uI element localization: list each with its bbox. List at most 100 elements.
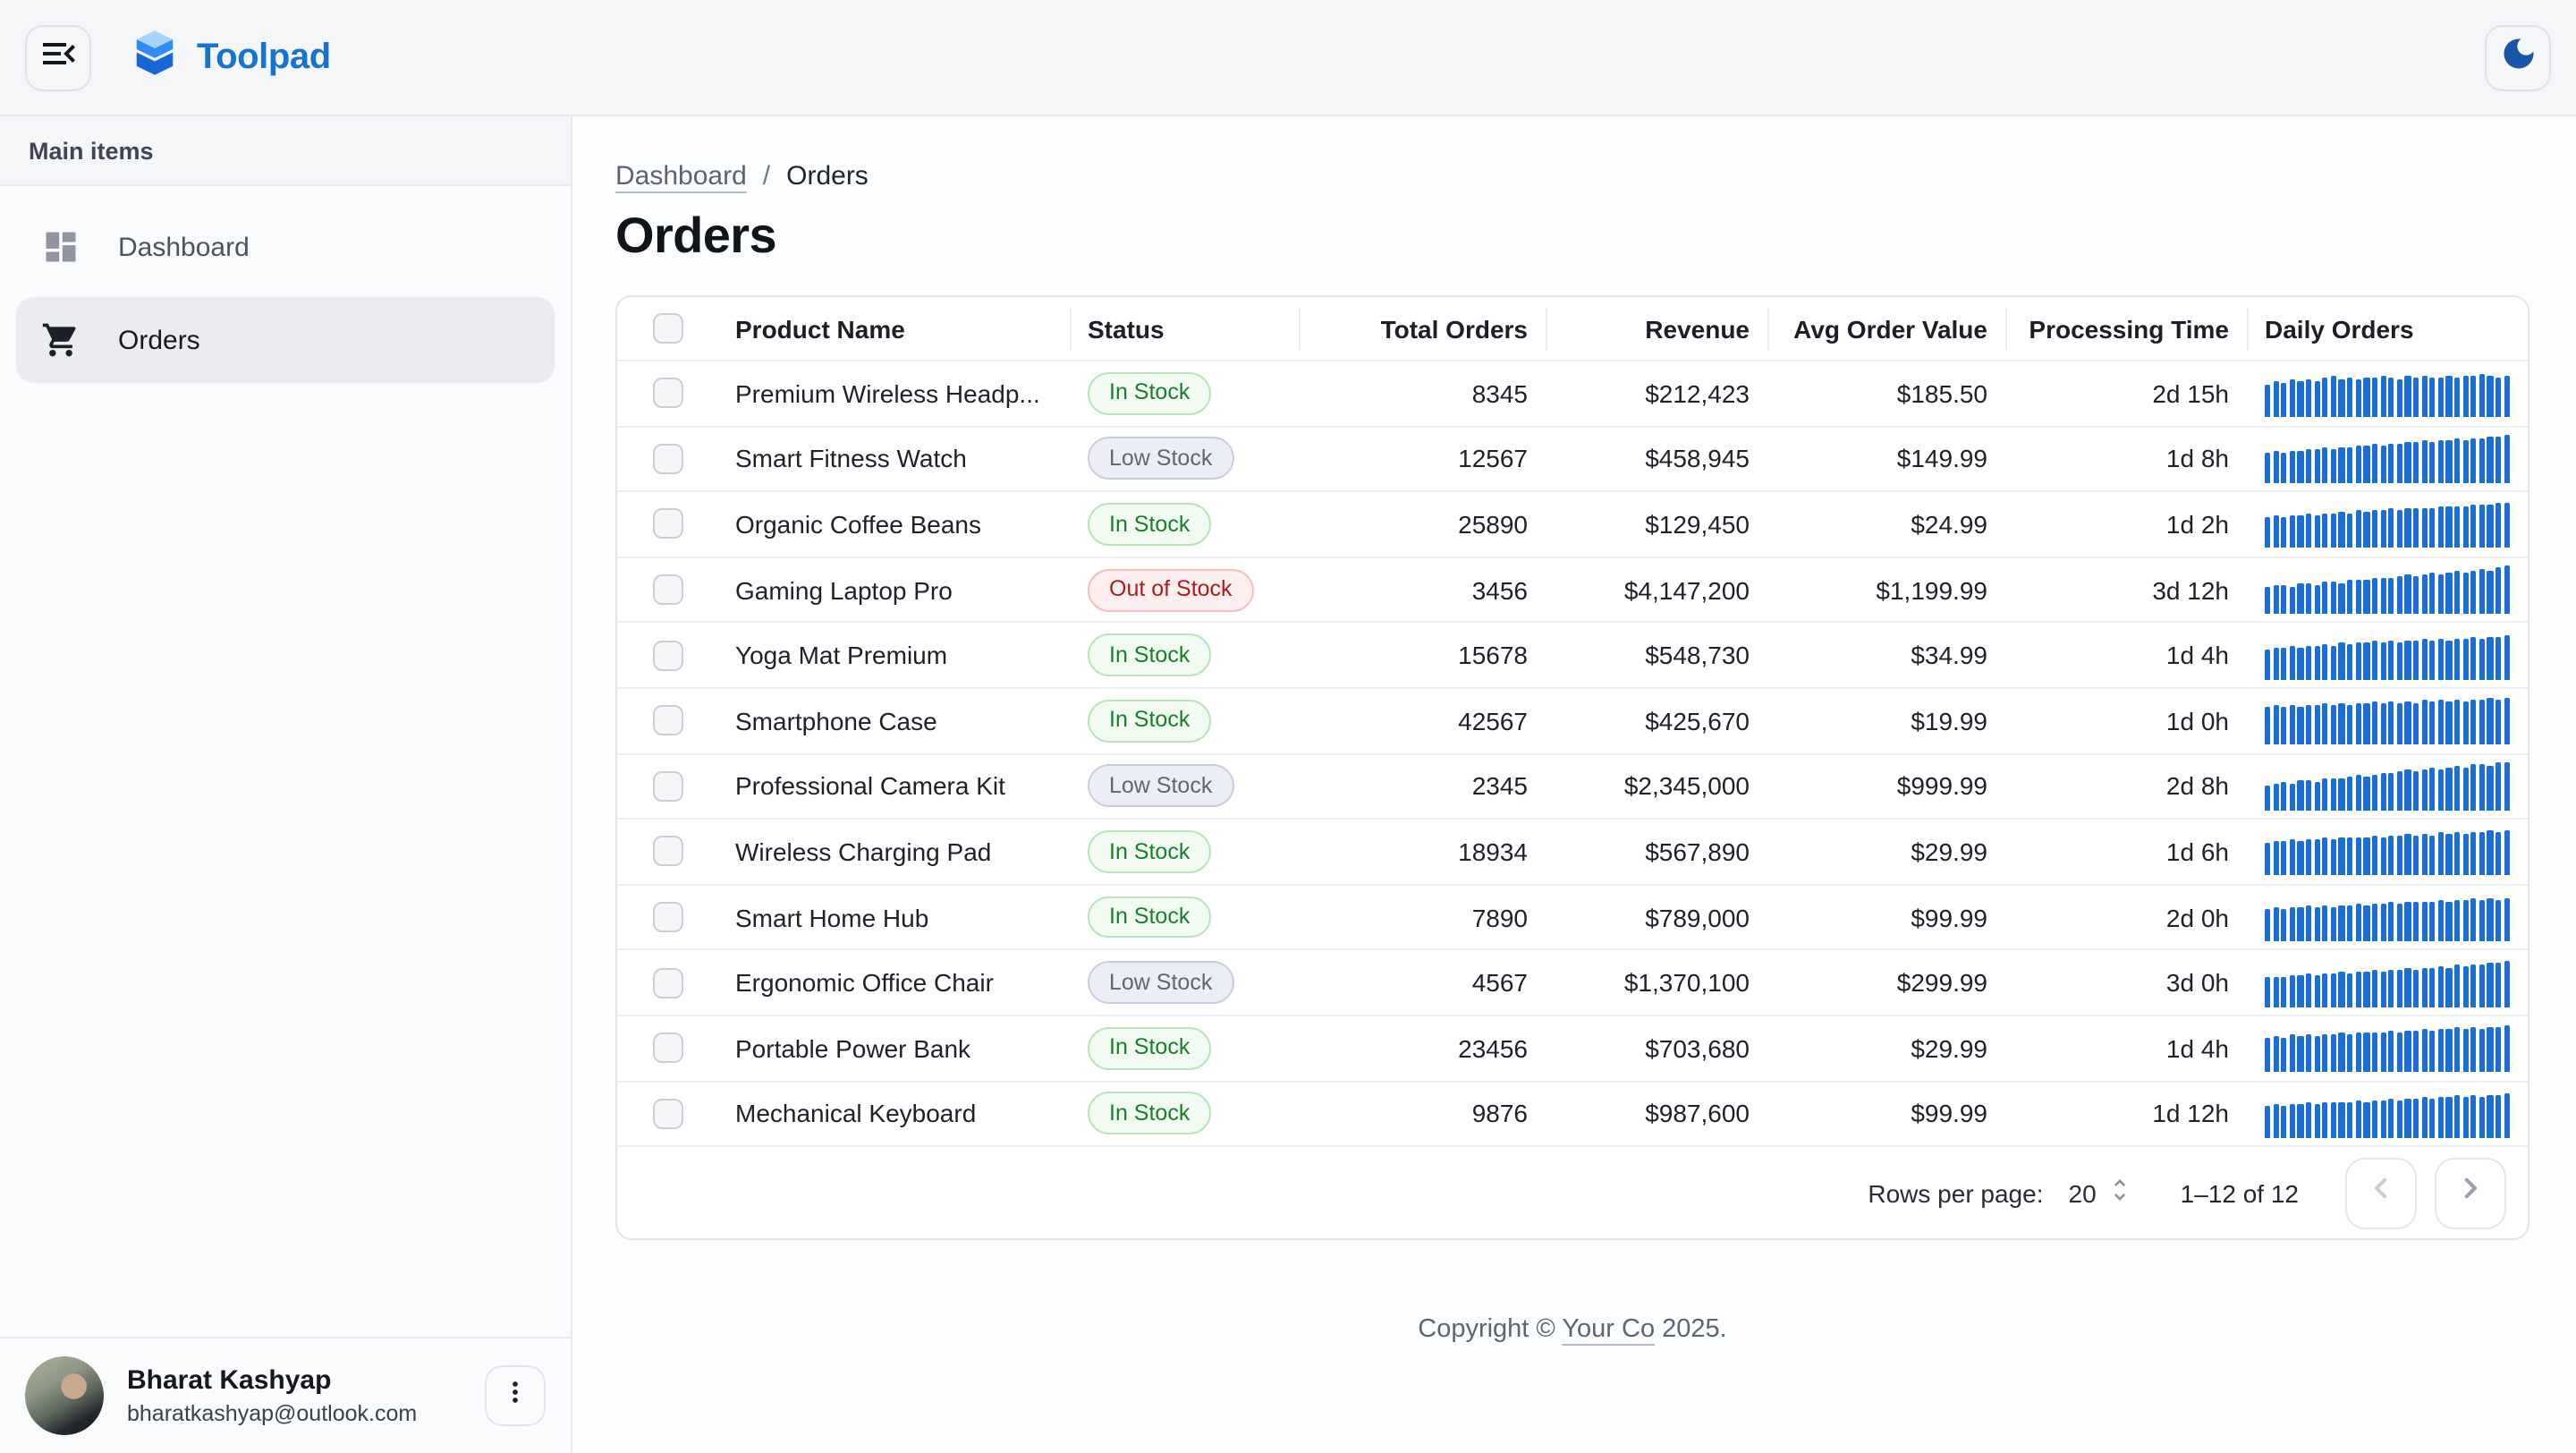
table-row: Mechanical Keyboard In Stock 9876 $987,600 $… xyxy=(617,1080,2528,1145)
daily-orders-sparkline xyxy=(2265,631,2510,680)
product-name-cell: Professional Camera Kit xyxy=(735,771,1005,801)
row-checkbox[interactable] xyxy=(652,443,682,474)
row-checkbox[interactable] xyxy=(652,967,682,998)
product-name-cell: Gaming Laptop Pro xyxy=(735,575,953,605)
rows-per-page-value: 20 xyxy=(2068,1178,2097,1208)
status-cell: Low Stock xyxy=(1070,961,1299,1005)
app-brand[interactable]: Toolpad xyxy=(131,29,331,86)
pager-buttons xyxy=(2345,1157,2506,1229)
row-checkbox[interactable] xyxy=(652,574,682,606)
daily-orders-sparkline xyxy=(2265,958,2510,1007)
sidebar-item-dashboard[interactable]: Dashboard xyxy=(16,204,555,290)
row-checkbox-cell xyxy=(617,574,717,606)
theme-toggle-button[interactable] xyxy=(2485,24,2551,90)
table-row: Yoga Mat Premium In Stock 15678 $548,730 $34… xyxy=(617,621,2528,687)
daily-orders-sparkline xyxy=(2265,893,2510,942)
row-checkbox[interactable] xyxy=(652,640,682,671)
table-row: Ergonomic Office Chair Low Stock 4567 $1,37… xyxy=(617,948,2528,1015)
moon-icon xyxy=(2498,33,2538,81)
page-title: Orders xyxy=(615,208,777,263)
daily-orders-sparkline xyxy=(2265,828,2510,876)
column-header-avg-order-value[interactable]: Avg Order Value xyxy=(1767,307,2005,350)
breadcrumb-current: Orders xyxy=(786,161,869,191)
daily-orders-sparkline xyxy=(2265,697,2510,745)
table-row: Portable Power Bank In Stock 23456 $703,680… xyxy=(617,1014,2528,1080)
row-checkbox[interactable] xyxy=(652,378,682,409)
status-badge: In Stock xyxy=(1088,1092,1212,1135)
row-checkbox[interactable] xyxy=(652,770,682,802)
total-orders-cell: 42567 xyxy=(1458,706,1528,735)
row-checkbox-cell xyxy=(617,443,717,474)
row-checkbox[interactable] xyxy=(652,902,682,933)
avg-order-value-cell: $29.99 xyxy=(1911,837,1987,866)
processing-time-cell: 1d 8h xyxy=(2165,444,2229,473)
status-cell: In Stock xyxy=(1070,503,1299,546)
avg-order-value-cell: $1,199.99 xyxy=(1876,575,1987,605)
menu-toggle-button[interactable] xyxy=(25,24,91,90)
status-badge: In Stock xyxy=(1088,503,1212,546)
total-orders-cell: 12567 xyxy=(1458,444,1528,473)
revenue-cell: $458,945 xyxy=(1645,444,1750,473)
revenue-cell: $4,147,200 xyxy=(1623,575,1750,605)
avg-order-value-cell: $999.99 xyxy=(1896,771,1987,801)
column-header-daily-orders[interactable]: Daily Orders xyxy=(2247,307,2528,350)
select-all-checkbox[interactable] xyxy=(652,313,682,344)
row-checkbox[interactable] xyxy=(652,508,682,540)
product-name-cell: Mechanical Keyboard xyxy=(735,1099,977,1128)
breadcrumb: Dashboard / Orders xyxy=(615,161,2529,191)
row-checkbox[interactable] xyxy=(652,1098,682,1129)
revenue-cell: $548,730 xyxy=(1645,641,1750,670)
avg-order-value-cell: $299.99 xyxy=(1896,968,1987,998)
product-name-cell: Yoga Mat Premium xyxy=(735,641,948,670)
rows-per-page-label: Rows per page: xyxy=(1868,1178,2044,1208)
processing-time-cell: 1d 12h xyxy=(2152,1099,2229,1128)
dashboard-grid-icon xyxy=(39,225,82,268)
total-orders-cell: 2345 xyxy=(1471,771,1528,801)
previous-page-button[interactable] xyxy=(2345,1157,2417,1229)
row-checkbox-cell xyxy=(617,836,717,867)
total-orders-cell: 18934 xyxy=(1458,837,1528,866)
column-header-total-orders[interactable]: Total Orders xyxy=(1299,307,1546,350)
user-account-section: Bharat Kashyap bharatkashyap@outlook.com xyxy=(0,1337,571,1453)
row-checkbox[interactable] xyxy=(652,1032,682,1064)
row-checkbox[interactable] xyxy=(652,836,682,867)
sidebar-section-label: Main items xyxy=(29,137,154,164)
sidebar-nav: Dashboard Orders xyxy=(0,186,571,1337)
product-name-cell: Portable Power Bank xyxy=(735,1033,971,1063)
breadcrumb-link-dashboard[interactable]: Dashboard xyxy=(615,161,747,191)
user-menu-button[interactable] xyxy=(485,1365,546,1426)
kebab-menu-icon xyxy=(499,1375,531,1416)
processing-time-cell: 2d 8h xyxy=(2165,771,2229,801)
header-checkbox-cell xyxy=(617,313,717,344)
column-header-processing-time[interactable]: Processing Time xyxy=(2005,307,2247,350)
column-header-revenue[interactable]: Revenue xyxy=(1546,307,1767,350)
status-badge: In Stock xyxy=(1088,633,1212,677)
daily-orders-cell xyxy=(2247,631,2528,680)
status-badge: In Stock xyxy=(1088,699,1212,743)
revenue-cell: $425,670 xyxy=(1645,706,1750,735)
shopping-cart-icon xyxy=(39,319,82,361)
product-name-cell: Smartphone Case xyxy=(735,706,937,735)
total-orders-cell: 9876 xyxy=(1471,1099,1528,1128)
daily-orders-cell xyxy=(2247,828,2528,876)
next-page-button[interactable] xyxy=(2435,1157,2506,1229)
total-orders-cell: 15678 xyxy=(1458,641,1528,670)
status-badge: Low Stock xyxy=(1088,764,1234,808)
column-header-product-name[interactable]: Product Name xyxy=(735,314,905,343)
avg-order-value-cell: $99.99 xyxy=(1911,1099,1987,1128)
daily-orders-sparkline xyxy=(2265,370,2510,418)
sidebar-section-header: Main items xyxy=(0,116,571,186)
column-header-status[interactable]: Status xyxy=(1070,307,1299,350)
row-checkbox-cell xyxy=(617,902,717,933)
copyright-footer: Copyright © Your Co 2025. xyxy=(615,1315,2529,1344)
rows-per-page-select[interactable]: 20 xyxy=(2069,1176,2134,1210)
sidebar-item-orders[interactable]: Orders xyxy=(16,297,555,383)
daily-orders-sparkline xyxy=(2265,1090,2510,1138)
user-meta: Bharat Kashyap bharatkashyap@outlook.com xyxy=(127,1365,462,1426)
row-checkbox[interactable] xyxy=(652,705,682,736)
footer-company-link[interactable]: Your Co xyxy=(1562,1315,1656,1345)
table-row: Premium Wireless Headp... In Stock 8345 $21… xyxy=(617,360,2528,425)
product-name-cell: Ergonomic Office Chair xyxy=(735,968,994,998)
row-checkbox-cell xyxy=(617,967,717,998)
